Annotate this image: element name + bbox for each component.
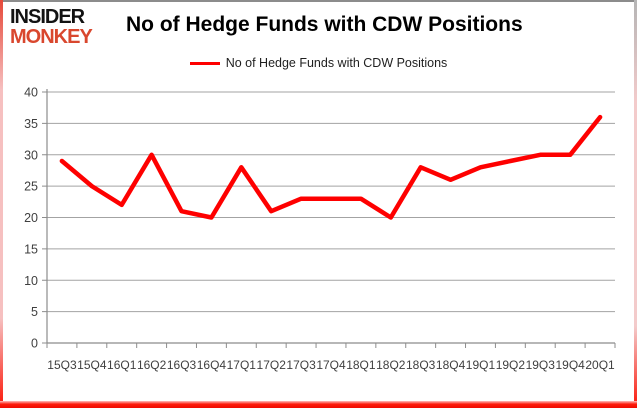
x-tick-label: 16Q3 (167, 358, 197, 372)
x-tick-label: 16Q1 (107, 358, 137, 372)
x-tick-label: 17Q4 (316, 358, 346, 372)
x-tick-label: 18Q2 (376, 358, 406, 372)
x-tick-label: 15Q3 (47, 358, 77, 372)
x-tick-label: 19Q2 (496, 358, 526, 372)
y-tick-label: 5 (31, 305, 38, 319)
x-tick-label: 19Q4 (555, 358, 585, 372)
x-tick-label: 17Q2 (257, 358, 287, 372)
y-tick-label: 40 (24, 86, 38, 100)
y-tick-label: 35 (24, 117, 38, 131)
legend-label: No of Hedge Funds with CDW Positions (225, 56, 448, 70)
x-tick-label: 19Q1 (466, 358, 496, 372)
x-tick-label: 16Q4 (197, 358, 227, 372)
legend: No of Hedge Funds with CDW Positions (0, 56, 637, 70)
y-tick-label: 10 (24, 274, 38, 288)
frame-border-right (634, 0, 637, 408)
x-tick-label: 18Q3 (406, 358, 436, 372)
y-tick-label: 0 (31, 337, 38, 351)
logo-text-insider: INSIDER (10, 6, 85, 28)
x-tick-label: 18Q4 (436, 358, 466, 372)
x-tick-label: 17Q3 (286, 358, 316, 372)
y-tick-label: 20 (24, 211, 38, 225)
x-tick-label: 20Q1 (585, 358, 615, 372)
y-tick-label: 15 (24, 242, 38, 256)
insider-monkey-logo: INSIDER MONKEY (10, 6, 122, 48)
frame-border-top (0, 0, 637, 2)
page-title: No of Hedge Funds with CDW Positions (126, 13, 523, 36)
x-tick-label: 15Q4 (77, 358, 107, 372)
y-tick-label: 25 (24, 180, 38, 194)
x-tick-label: 17Q1 (227, 358, 257, 372)
legend-line-swatch (189, 61, 220, 65)
frame-border-left (0, 0, 3, 408)
frame-border-bottom (0, 401, 637, 408)
x-tick-label: 19Q3 (526, 358, 556, 372)
y-tick-label: 30 (24, 148, 38, 162)
x-tick-label: 18Q1 (346, 358, 376, 372)
x-tick-label: 16Q2 (137, 358, 167, 372)
logo-text-monkey: MONKEY (10, 25, 93, 48)
series-line-hedge-funds (59, 114, 603, 220)
